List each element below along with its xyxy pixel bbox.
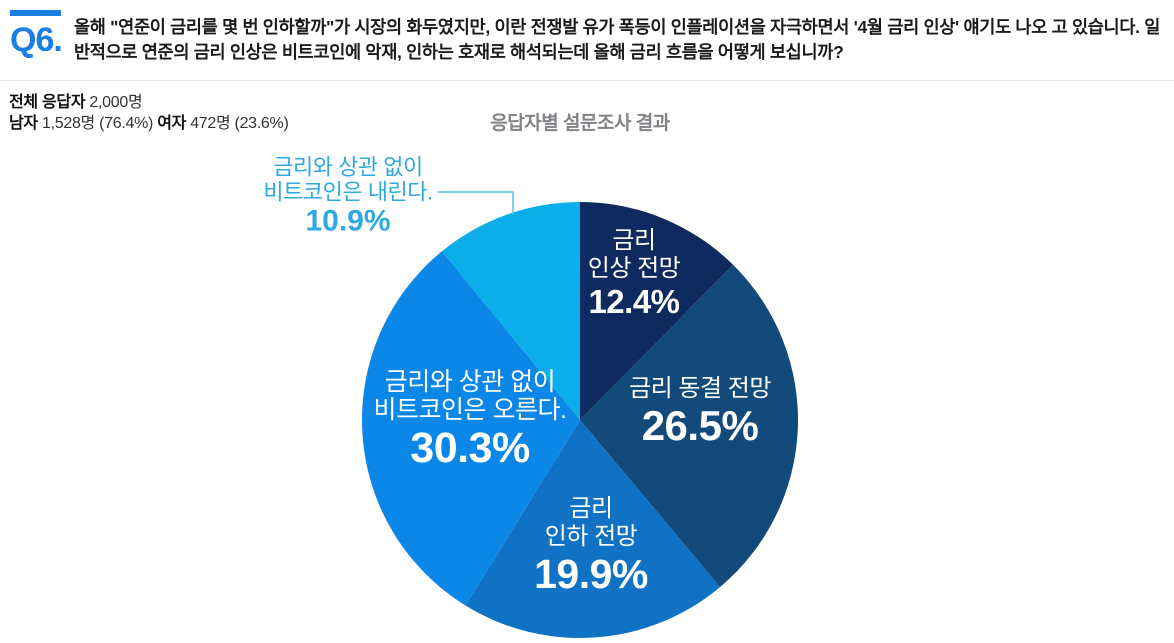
male-label: 남자 [9,115,38,132]
slice-label-line: 인하 전망 [544,523,638,550]
slice-percent: 30.3% [410,424,530,472]
total-label: 전체 응답자 [9,94,86,111]
male-value: 1,528명 (76.4%) [42,115,154,132]
callout-leader-line [438,191,514,215]
slice-label-line: 금리 [612,227,656,254]
header-divider [0,80,1174,81]
stats-gender-row: 남자 1,528명 (76.4%) 여자 472명 (23.6%) [9,113,289,134]
accent-dash [10,10,61,16]
question-line-1: 올해 "연준이 금리를 몇 번 인하할까"가 시장의 화두였지만, 이란 전쟁발… [74,17,1048,37]
slice-label-line: 인상 전망 [587,255,681,282]
slice-percent: 26.5% [641,402,759,449]
question-badge: Q6. [10,10,130,58]
callout-bitcoin-down: 금리와 상관 없이 비트코인은 내린다. 10.9% [263,154,433,238]
callout-line-2: 비트코인은 내린다. [263,179,433,205]
pie-slice-2 [465,420,721,638]
callout-line-1: 금리와 상관 없이 [273,154,423,180]
question-text: 올해 "연준이 금리를 몇 번 인하할까"가 시장의 화두였지만, 이란 전쟁발… [74,15,1166,65]
slice-label-bitcoin-up: 금리와 상관 없이 비트코인은 오른다. 30.3% [374,368,567,472]
pie-slice-0 [580,202,734,420]
slice-label-rate-cut: 금리 인하 전망 19.9% [534,495,648,597]
slice-label-line: 금리 동결 전망 [629,375,771,402]
slice-label-line: 금리와 상관 없이 [384,368,556,396]
slice-percent: 12.4% [588,283,680,320]
female-value: 472명 (23.6%) [190,115,289,132]
female-label: 여자 [157,115,187,132]
respondent-stats: 전체 응답자 2,000명 남자 1,528명 (76.4%) 여자 472명 … [9,92,289,134]
total-value: 2,000명 [89,94,143,111]
slice-label-rate-freeze: 금리 동결 전망 26.5% [629,375,771,449]
chart-title: 응답자별 설문조사 결과 [490,113,670,134]
slice-label-rate-raise: 금리 인상 전망 12.4% [588,227,681,321]
slice-label-line: 금리 [569,495,613,522]
pie-slice-3 [361,251,580,606]
pie-slice-4 [442,202,580,420]
slice-label-line: 비트코인은 오른다. [373,396,567,424]
callout-percent: 10.9% [305,204,391,238]
pie-slice-1 [580,264,798,588]
slice-percent: 19.9% [534,551,648,597]
question-number: Q6. [10,21,63,59]
stats-total-row: 전체 응답자 2,000명 [9,92,288,113]
question-line-2: 고 있습니다. 일반적으로 연준의 금리 인상은 비트코인에 악재, 인하는 호… [74,17,1161,62]
